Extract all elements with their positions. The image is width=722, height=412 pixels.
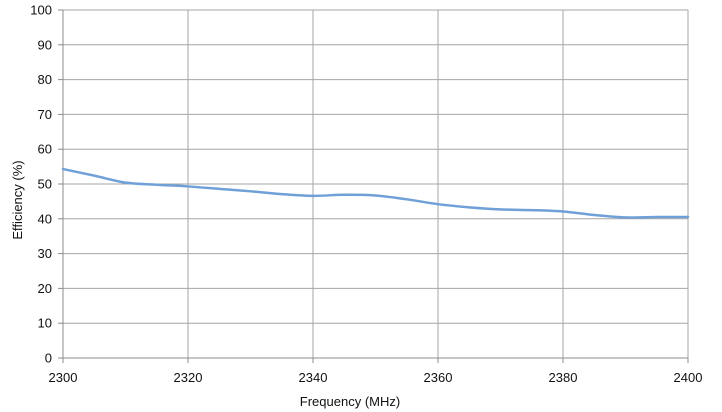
y-tick-label: 0 <box>45 351 52 366</box>
y-tick-label: 50 <box>38 177 52 192</box>
y-tick-label: 30 <box>38 246 52 261</box>
y-axis-title: Efficiency (%) <box>10 160 25 239</box>
x-tick-label: 2360 <box>424 370 453 385</box>
x-axis-title: Frequency (MHz) <box>300 394 400 409</box>
y-tick-label: 20 <box>38 281 52 296</box>
efficiency-series-line <box>61 167 690 219</box>
y-tick-label: 80 <box>38 72 52 87</box>
y-tick-label: 10 <box>38 316 52 331</box>
x-tick-label: 2300 <box>49 370 78 385</box>
y-tick-label: 90 <box>38 37 52 52</box>
y-tick-label: 70 <box>38 107 52 122</box>
series-layer <box>61 167 690 219</box>
axes <box>58 9 689 363</box>
x-tick-label: 2340 <box>299 370 328 385</box>
tick-labels: 0 10 20 30 40 50 60 70 80 90 100 2300 2320 2340 2360 23… <box>30 3 702 386</box>
x-tick-label: 2320 <box>174 370 203 385</box>
x-tick-label: 2380 <box>549 370 578 385</box>
y-tick-label: 40 <box>38 211 52 226</box>
x-tick-label: 2400 <box>674 370 703 385</box>
y-tick-label: 100 <box>30 3 52 18</box>
y-tick-label: 60 <box>38 142 52 157</box>
